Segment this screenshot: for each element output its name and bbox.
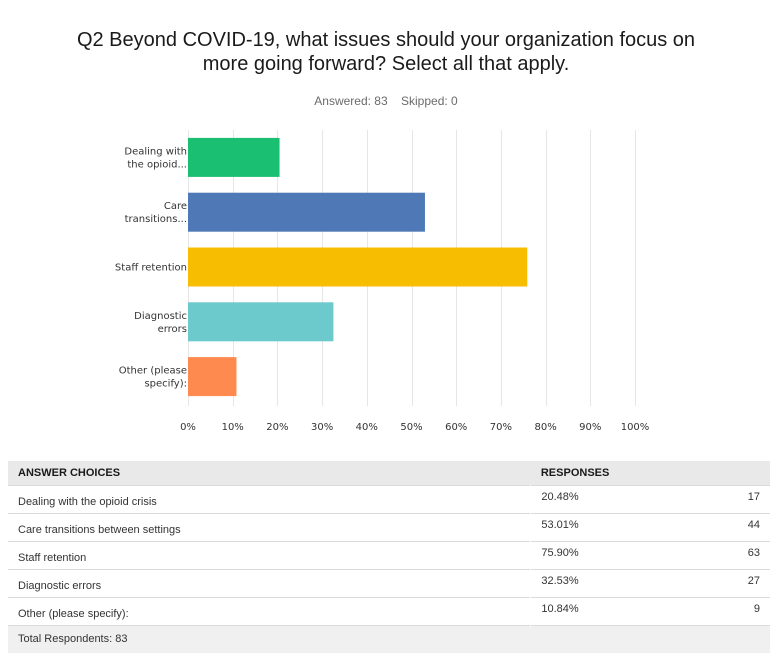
question-title-line-1: Q2 Beyond COVID-19, what issues should y… — [76, 29, 696, 51]
responses-header: RESPONSES — [530, 461, 770, 485]
x-tick-label: 40% — [356, 422, 378, 433]
category-label: Dealing with — [124, 146, 187, 157]
response-count: 17 — [747, 490, 760, 503]
results-table: ANSWER CHOICES RESPONSES Dealing with th… — [8, 461, 770, 653]
answer-choice: Diagnostic errors — [8, 569, 532, 597]
total-empty-cell — [530, 625, 770, 653]
x-tick-label: 50% — [400, 422, 422, 433]
response-count: 27 — [747, 574, 760, 587]
category-label: the opioid... — [127, 159, 187, 170]
bar-chart: Dealing with the opioid... Care transitions… — [115, 130, 650, 433]
x-tick-label: 20% — [266, 422, 288, 433]
bar — [188, 357, 237, 397]
response-percent: 53.01% — [541, 518, 579, 531]
x-tick-label: 90% — [579, 422, 601, 433]
table-header-row: ANSWER CHOICES RESPONSES — [8, 461, 770, 485]
bar — [188, 247, 528, 287]
x-tick-label: 0% — [180, 422, 196, 433]
response-count: 9 — [753, 602, 760, 615]
x-tick-label: 60% — [445, 422, 467, 433]
answer-choices-header: ANSWER CHOICES — [8, 461, 531, 485]
answer-choice: Care transitions between settings — [8, 513, 532, 541]
response-count: 63 — [747, 546, 760, 559]
bar — [188, 302, 334, 342]
x-tick-label: 70% — [490, 422, 512, 433]
response-percent: 75.90% — [541, 546, 579, 559]
category-label: errors — [158, 324, 187, 335]
bar — [188, 192, 425, 232]
response-summary: Answered: 83 Skipped: 0 — [0, 94, 772, 108]
table-row: Other (please specify): 10.84% 9 — [8, 597, 770, 625]
table-row: Dealing with the opioid crisis 20.48% 17 — [8, 485, 770, 513]
category-label: Other (please — [119, 366, 187, 377]
response-percent: 32.53% — [541, 574, 579, 587]
total-respondents: Total Respondents: 83 — [8, 625, 531, 653]
x-tick-label: 100% — [621, 422, 650, 433]
table-row: Care transitions between settings 53.01% 4… — [8, 513, 770, 541]
question-title: Q2 Beyond COVID-19, what issues should y… — [0, 28, 772, 76]
response-percent: 20.48% — [541, 490, 579, 503]
answer-choice: Dealing with the opioid crisis — [8, 485, 532, 513]
category-label: Care — [164, 201, 187, 212]
answer-choice: Other (please specify): — [8, 597, 532, 625]
answered-count: Answered: 83 — [314, 94, 388, 108]
table-body: Dealing with the opioid crisis 20.48% 17 Ca… — [8, 485, 770, 653]
x-tick-label: 30% — [311, 422, 333, 433]
total-respondents-row: Total Respondents: 83 — [8, 625, 770, 653]
question-title-line-2: more going forward? Select all that appl… — [202, 53, 570, 75]
category-label: transitions... — [125, 214, 187, 225]
category-label: specify): — [144, 379, 187, 390]
response-percent: 10.84% — [541, 602, 579, 615]
table-row: Diagnostic errors 32.53% 27 — [8, 569, 770, 597]
response-count: 44 — [747, 518, 760, 531]
category-label: Staff retention — [115, 263, 187, 274]
x-tick-label: 10% — [222, 422, 244, 433]
skipped-count: Skipped: 0 — [401, 94, 458, 108]
bar — [188, 137, 280, 177]
answer-choice: Staff retention — [8, 541, 532, 569]
category-label: Diagnostic — [134, 311, 187, 322]
x-tick-label: 80% — [534, 422, 556, 433]
table-row: Staff retention 75.90% 63 — [8, 541, 770, 569]
